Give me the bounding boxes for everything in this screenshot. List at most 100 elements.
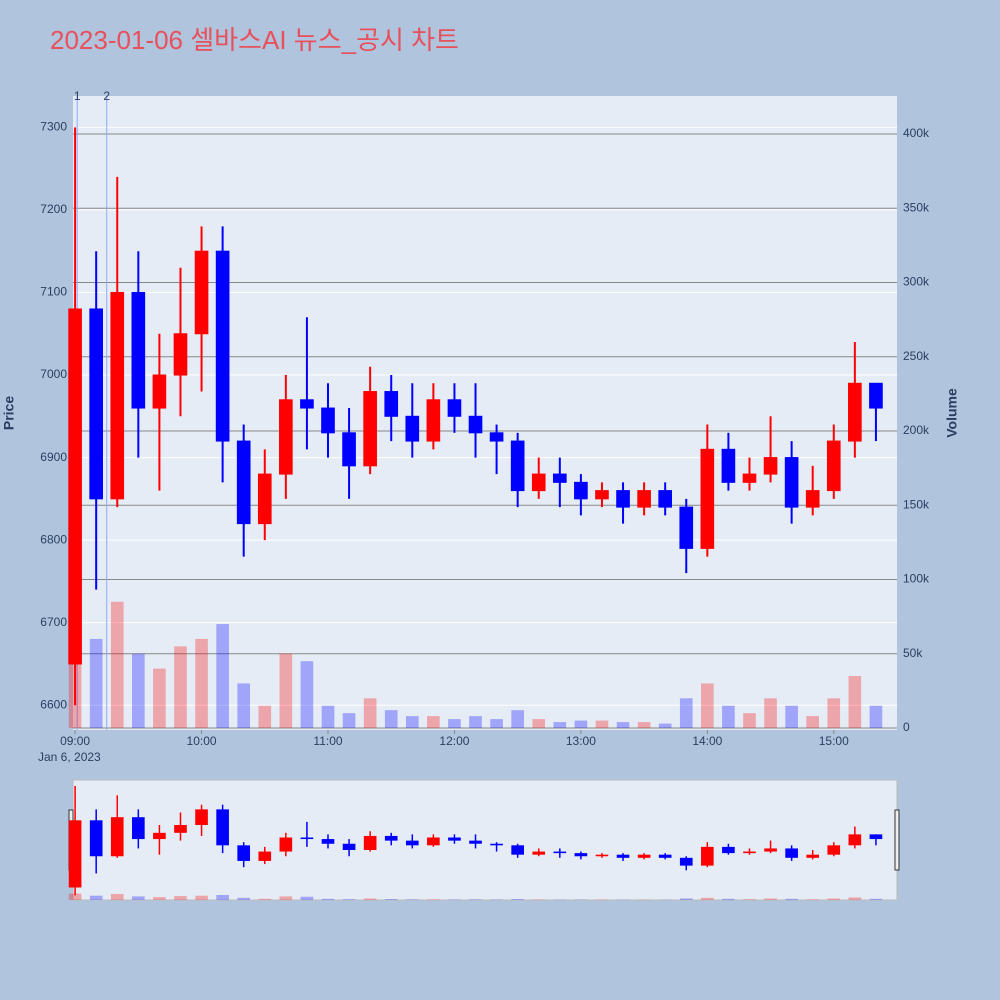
volume-bar [806, 716, 820, 728]
volume-bar [448, 719, 461, 728]
candle-body [236, 440, 251, 525]
volume-bar [427, 716, 440, 728]
volume-bar [827, 698, 841, 728]
x-date-label: Jan 6, 2023 [38, 750, 101, 764]
slider-candle-body [574, 853, 588, 857]
slider-volume-bar [300, 896, 314, 900]
candle-body [68, 308, 82, 665]
plot-area [73, 96, 897, 730]
candle-body [131, 291, 146, 409]
chart-title: 2023-01-06 셀바스AI 뉴스_공시 차트 [50, 25, 459, 55]
candle-body [426, 399, 441, 442]
candle-body [257, 473, 272, 525]
slider-candle-body [342, 843, 356, 850]
slider-volume-bar [363, 898, 377, 900]
candle-body [173, 333, 188, 376]
slider-candle-body [279, 837, 293, 852]
slider-volume-bar [722, 898, 735, 900]
y-tick-label: 6900 [40, 450, 67, 464]
volume-bar [743, 713, 756, 728]
slider-volume-bar [701, 897, 714, 900]
slider-candle-body [300, 837, 314, 840]
slider-candle-body [132, 817, 145, 840]
slider-volume-bar [342, 899, 356, 900]
y-tick-label: 6800 [40, 532, 67, 546]
candle-body [363, 391, 377, 467]
slider-candle-body [511, 845, 524, 855]
volume-bar [511, 710, 524, 728]
slider-candle-body [68, 820, 82, 888]
slider-candle-body [174, 825, 187, 833]
y2-tick-label: 250k [903, 349, 930, 363]
candle-body [721, 448, 736, 483]
slider-candle-body [237, 845, 251, 861]
candle-body [405, 415, 420, 442]
slider-handle[interactable] [894, 809, 900, 871]
candle-body [110, 291, 125, 500]
candle-body [342, 432, 356, 467]
volume-bar [764, 698, 777, 728]
candle-body [489, 432, 504, 442]
x-tick-label: 10:00 [187, 734, 217, 748]
slider-candle-body [658, 854, 672, 858]
volume-bar [532, 719, 546, 728]
volume-bar [132, 653, 145, 728]
y2-tick-label: 300k [903, 275, 930, 289]
slider-volume-bar [405, 899, 419, 900]
slider-volume-bar [827, 898, 841, 900]
candle-body [700, 448, 715, 549]
candle-body [321, 407, 335, 434]
slider-candle-body [110, 817, 124, 857]
slider-candle-body [405, 840, 419, 846]
volume-bar [300, 661, 314, 728]
slider-candle-body [469, 840, 482, 844]
volume-bar [595, 720, 609, 728]
slider-candle-body [764, 848, 777, 852]
slider-volume-bar [153, 897, 166, 900]
y-tick-label: 7200 [40, 202, 67, 216]
x-tick-label: 13:00 [566, 734, 596, 748]
annotation-label: 1 [74, 89, 81, 103]
volume-bar [637, 722, 651, 728]
slider-volume-bar [110, 893, 124, 900]
volume-bar [153, 668, 166, 728]
slider-candle-body [637, 854, 651, 858]
volume-bar [869, 705, 883, 728]
y-tick-label: 7100 [40, 285, 67, 299]
volume-bar [258, 705, 272, 728]
volume-bar [658, 723, 672, 728]
slider-volume-bar [679, 898, 693, 900]
candle-body [742, 473, 757, 483]
candle-body [447, 399, 462, 417]
slider-candle-body [384, 835, 398, 841]
annotation-label: 2 [103, 89, 110, 103]
slider-candle-body [701, 846, 714, 866]
slider-candle-body [785, 848, 798, 858]
volume-bar [237, 683, 251, 728]
volume-bar [279, 653, 293, 728]
slider-candle-body [532, 851, 546, 855]
y-tick-label: 7000 [40, 367, 67, 381]
slider-volume-bar [195, 895, 208, 900]
slider-candle-body [321, 839, 335, 844]
y2-tick-label: 100k [903, 572, 930, 586]
candle-body [595, 490, 609, 500]
candle-body [637, 490, 651, 508]
x-tick-label: 09:00 [60, 734, 90, 748]
slider-candle-body [490, 843, 503, 846]
volume-bar [342, 713, 356, 728]
slider-candle-body [869, 834, 883, 840]
candle-body [468, 415, 483, 434]
volume-bar [110, 601, 124, 728]
y-tick-label: 6700 [40, 615, 67, 629]
slider-candle-body [195, 809, 208, 825]
y-axis-title: Price [1, 396, 17, 430]
x-tick-label: 14:00 [692, 734, 722, 748]
slider-volume-bar [89, 895, 103, 900]
volume-bar [722, 705, 735, 728]
slider-volume-bar [743, 899, 756, 900]
volume-bar [89, 638, 103, 728]
slider-volume-bar [848, 897, 862, 900]
volume-bar [321, 705, 335, 728]
range-slider[interactable] [72, 779, 898, 901]
